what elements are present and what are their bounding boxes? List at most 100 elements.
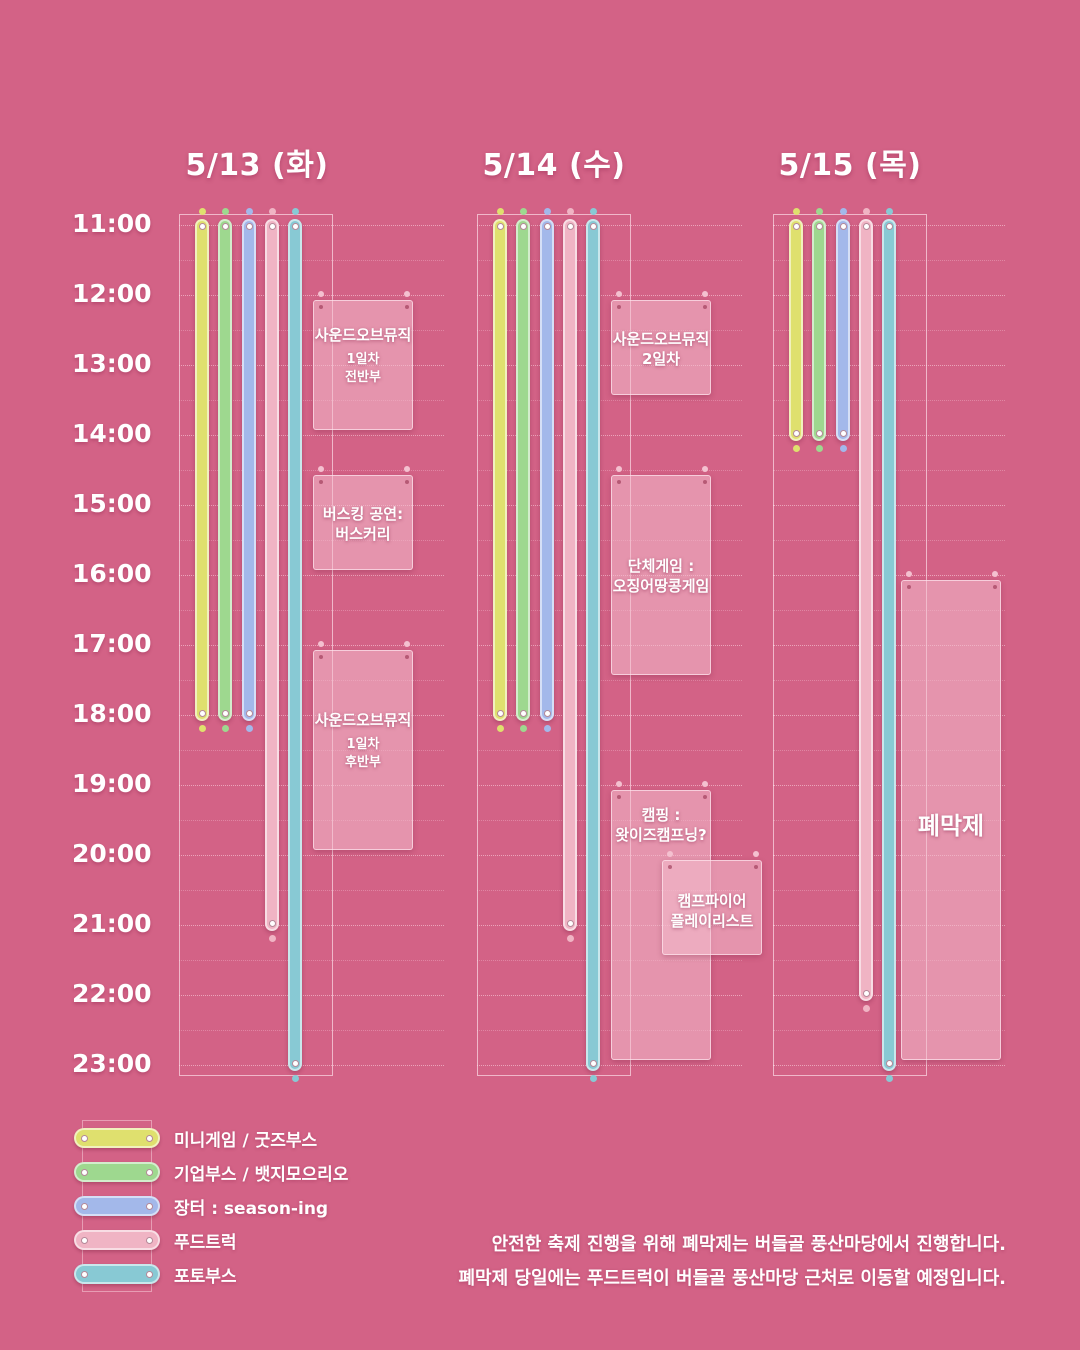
track-bar-market (836, 219, 850, 441)
legend-pin (146, 1203, 153, 1210)
grid-line (477, 400, 742, 401)
time-label: 13:00 (72, 349, 152, 378)
grid-line (477, 785, 742, 786)
grid-line (179, 260, 444, 261)
legend-label: 장터 : season-ing (174, 1199, 329, 1219)
grid-line (477, 1030, 742, 1031)
grid-line (179, 330, 444, 331)
track-end-dot (543, 208, 551, 215)
track-pin (221, 223, 229, 230)
track-pin (291, 223, 299, 230)
track-end-dot (268, 935, 276, 942)
grid-line (179, 295, 444, 296)
legend-label: 포토부스 (174, 1267, 237, 1287)
track-end-dot (198, 208, 206, 215)
time-label: 15:00 (72, 489, 152, 518)
track-end-dot (885, 208, 893, 215)
grid-line (179, 855, 444, 856)
grid-line (477, 505, 742, 506)
track-bar-company-booth (516, 219, 530, 721)
event-block: 사운드오브뮤직 1일차 전반부 (313, 291, 413, 430)
track-end-dot (496, 725, 504, 732)
track-end-dot (566, 208, 574, 215)
event-pin-hole (405, 305, 409, 309)
time-label: 20:00 (72, 839, 152, 868)
day-column-frame-1 (179, 214, 333, 1076)
track-pin (885, 1060, 893, 1067)
legend-swatch (74, 1128, 160, 1148)
grid-line (477, 470, 742, 471)
legend-swatch (74, 1230, 160, 1250)
event-title: 단체게임 : (627, 557, 695, 575)
grid-line (477, 890, 742, 891)
event-pin-hole (617, 795, 621, 799)
event-subtitle: 버스커리 (335, 524, 391, 543)
track-pin (589, 223, 597, 230)
track-end-dot (839, 445, 847, 452)
grid-line (179, 680, 444, 681)
grid-line (179, 995, 444, 996)
legend-swatch (74, 1264, 160, 1284)
grid-line (179, 575, 444, 576)
grid-line (179, 890, 444, 891)
track-pin (519, 223, 527, 230)
grid-line (477, 330, 742, 331)
event-pin-hole (319, 655, 323, 659)
event-subtitle: 1일차 (346, 737, 380, 752)
track-bar-market (540, 219, 554, 721)
event-pin (318, 466, 324, 472)
track-bar-mini-game (493, 219, 507, 721)
event-pin (702, 466, 708, 472)
notice-line-2: 폐막제 당일에는 푸드트럭이 버들골 풍산마당 근처로 이동할 예정입니다. (458, 1268, 1006, 1289)
grid-line (477, 925, 742, 926)
track-end-dot (291, 208, 299, 215)
grid-line (179, 820, 444, 821)
track-bar-company-booth (812, 219, 826, 441)
legend-pin (146, 1169, 153, 1176)
track-pin (589, 1060, 597, 1067)
grid-line (179, 785, 444, 786)
event-subtitle: 후반부 (345, 755, 381, 770)
time-label: 14:00 (72, 419, 152, 448)
grid-line (477, 680, 742, 681)
legend-label: 기업부스 / 뱃지모으리오 (174, 1165, 349, 1185)
time-label: 18:00 (72, 699, 152, 728)
grid-line (179, 610, 444, 611)
track-end-dot (792, 208, 800, 215)
track-bar-company-booth (218, 219, 232, 721)
track-end-dot (815, 208, 823, 215)
track-end-dot (245, 208, 253, 215)
track-pin (543, 223, 551, 230)
track-bar-mini-game (195, 219, 209, 721)
track-end-dot (519, 725, 527, 732)
track-bar-food-truck (265, 219, 279, 931)
event-pin-hole (703, 480, 707, 484)
grid-line (477, 715, 742, 716)
grid-line (179, 225, 444, 226)
grid-line (477, 750, 742, 751)
time-label: 23:00 (72, 1049, 152, 1078)
time-label: 19:00 (72, 769, 152, 798)
event-pin-hole (405, 480, 409, 484)
track-end-dot (862, 208, 870, 215)
track-end-dot (519, 208, 527, 215)
grid-line (477, 260, 742, 261)
track-pin (839, 223, 847, 230)
event-pin (667, 851, 673, 857)
grid-line (477, 645, 742, 646)
event-pin-hole (617, 305, 621, 309)
event-pin (753, 851, 759, 857)
track-end-dot (566, 935, 574, 942)
grid-line (179, 365, 444, 366)
event-pin-hole (907, 585, 911, 589)
legend-pin (81, 1271, 88, 1278)
event-block: 사운드오브뮤직 2일차 (611, 291, 711, 395)
legend-pin (81, 1237, 88, 1244)
event-pin-hole (319, 480, 323, 484)
track-end-dot (221, 208, 229, 215)
track-end-dot (543, 725, 551, 732)
track-pin (792, 430, 800, 437)
notice-line-1: 안전한 축제 진행을 위해 폐막제는 버들골 풍산마당에서 진행합니다. (491, 1234, 1006, 1255)
event-pin (404, 466, 410, 472)
event-pin-hole (668, 865, 672, 869)
